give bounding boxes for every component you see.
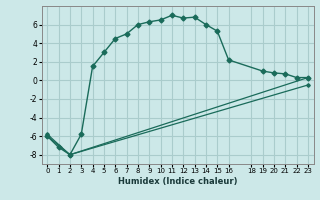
- X-axis label: Humidex (Indice chaleur): Humidex (Indice chaleur): [118, 177, 237, 186]
